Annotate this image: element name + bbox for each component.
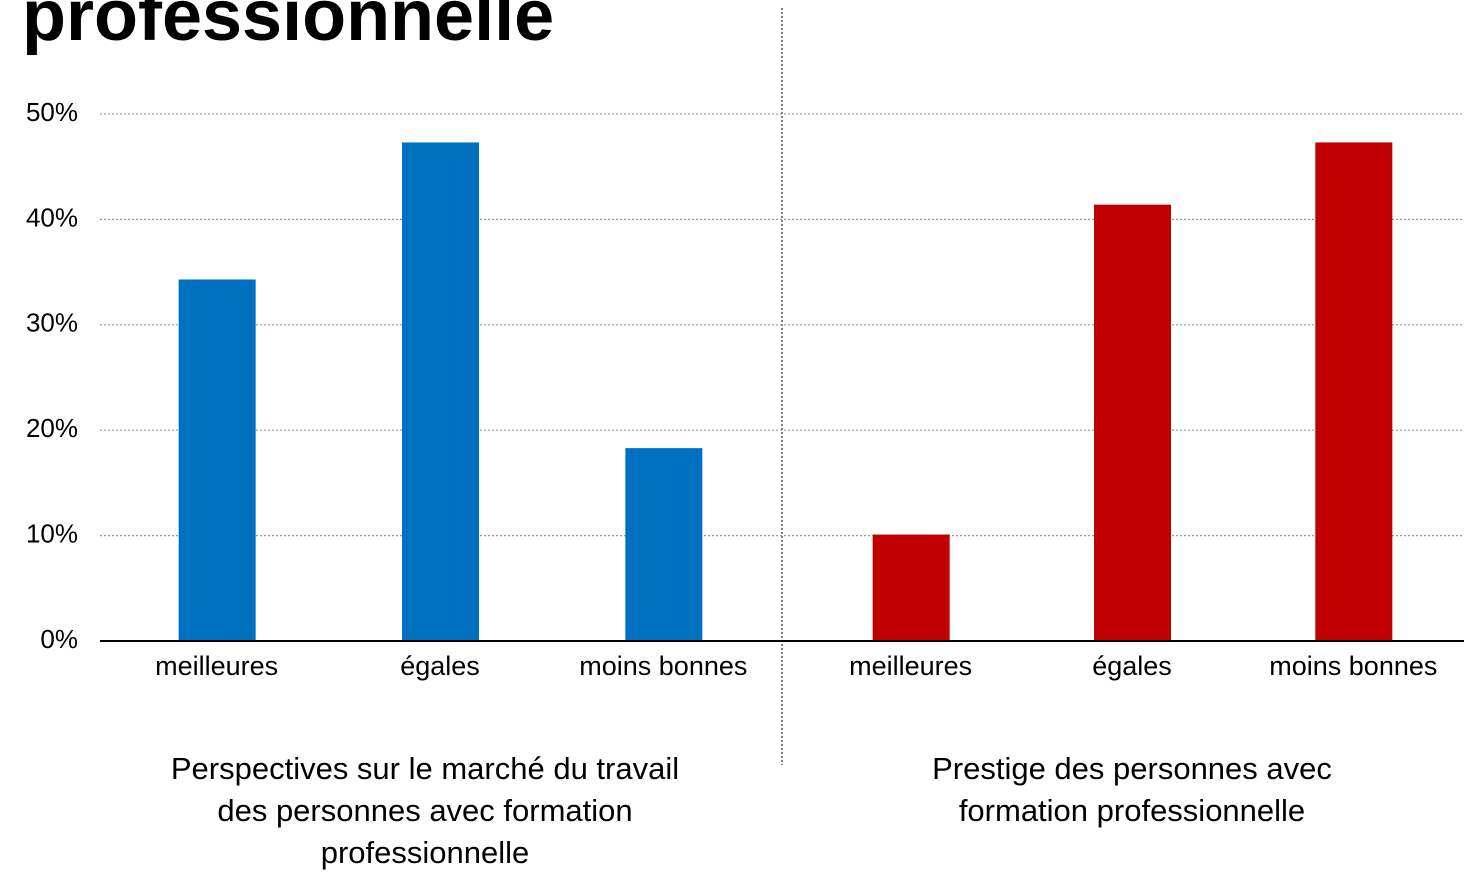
bar <box>178 279 256 641</box>
bar <box>1094 204 1171 642</box>
x-tick-label: moins bonnes <box>579 651 747 681</box>
x-axis-label: des personnes avec formation <box>217 793 632 828</box>
x-tick-label: égales <box>400 651 480 681</box>
chart-title: professionnelle <box>22 0 554 56</box>
bar <box>402 142 479 641</box>
x-axis-label: Perspectives sur le marché du travail <box>171 751 679 786</box>
bar <box>625 448 703 641</box>
bar <box>1315 142 1393 641</box>
y-tick-label: 10% <box>26 518 78 548</box>
x-axis-label: professionnelle <box>321 835 530 870</box>
x-tick-label: moins bonnes <box>1269 651 1437 681</box>
x-tick-label: meilleures <box>155 651 278 681</box>
y-tick-label: 20% <box>26 413 78 443</box>
x-axis-label: formation professionnelle <box>959 793 1305 828</box>
y-tick-label: 30% <box>26 308 78 338</box>
y-tick-label: 40% <box>26 202 78 232</box>
x-tick-label: meilleures <box>849 651 972 681</box>
y-tick-label: 0% <box>40 624 78 654</box>
x-tick-label: égales <box>1092 651 1172 681</box>
x-axis-label: Prestige des personnes avec <box>932 751 1332 786</box>
bar <box>872 534 950 641</box>
y-tick-label: 50% <box>26 97 78 127</box>
